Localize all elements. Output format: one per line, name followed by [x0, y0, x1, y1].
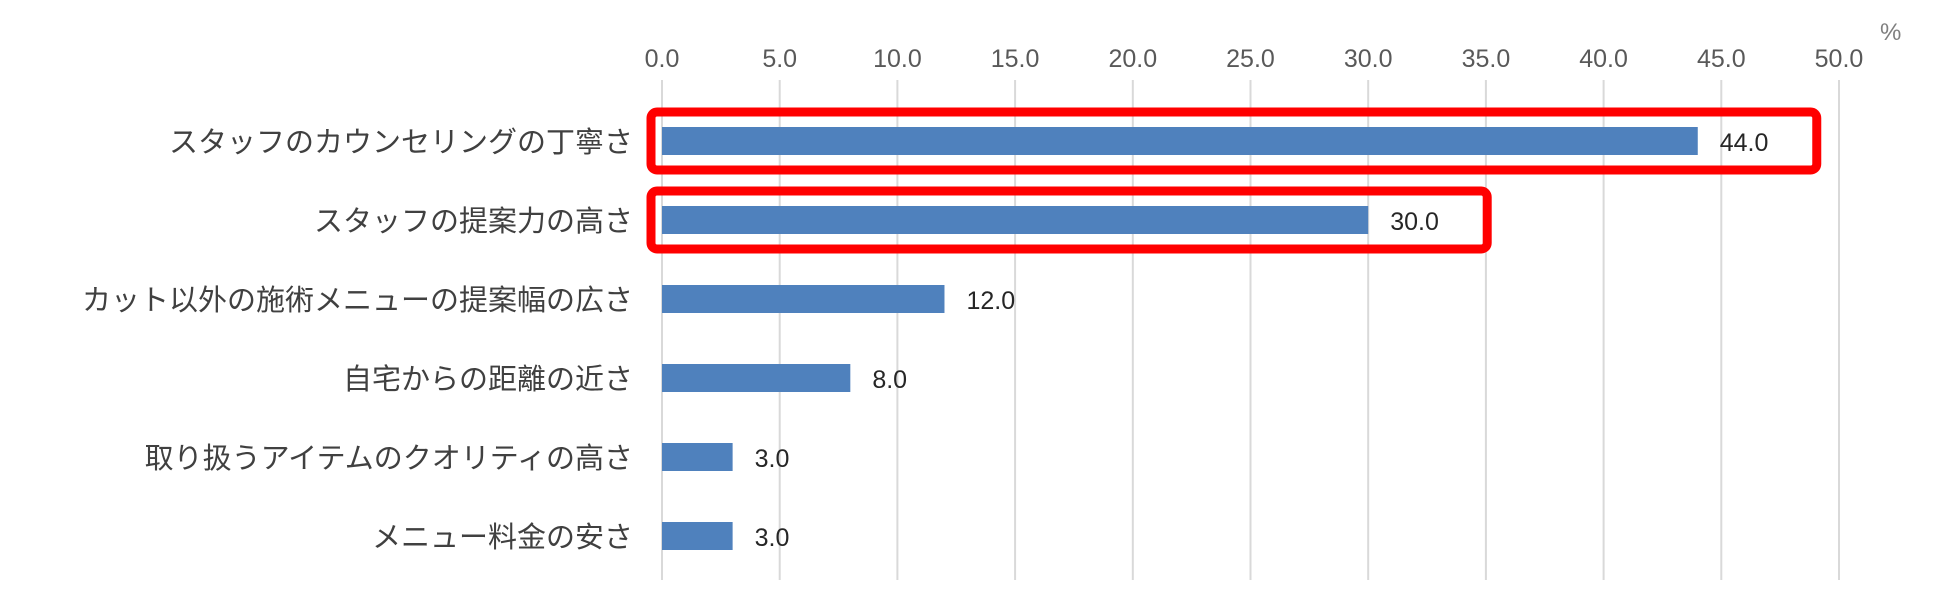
x-tick-label: 10.0	[873, 45, 922, 73]
highlight-box	[646, 186, 1492, 254]
bar	[662, 127, 1698, 155]
highlight-boxes	[646, 107, 1822, 254]
x-tick-label: 40.0	[1579, 45, 1628, 73]
category-label: 取り扱うアイテムのクオリティの高さ	[145, 441, 633, 475]
bar	[662, 206, 1369, 234]
bars	[662, 127, 1698, 550]
x-tick-label: 5.0	[762, 45, 797, 73]
grid-lines	[661, 80, 1840, 580]
category-label: メニュー料金の安さ	[372, 520, 633, 554]
data-label: 30.0	[1390, 208, 1439, 236]
x-tick-label: 25.0	[1226, 45, 1275, 73]
x-tick-label: 35.0	[1462, 45, 1511, 73]
highlight-box	[646, 107, 1822, 175]
x-tick-label: 30.0	[1344, 45, 1393, 73]
category-label: スタッフの提案力の高さ	[314, 204, 633, 238]
data-label: 3.0	[755, 524, 790, 552]
x-tick-label: 50.0	[1815, 45, 1864, 73]
data-labels: 44.0 30.0 12.0 8.0 3.0 3.0	[755, 129, 1769, 552]
data-label: 3.0	[755, 445, 790, 473]
bar	[662, 285, 945, 313]
x-tick-label: 15.0	[991, 45, 1040, 73]
category-label: カット以外の施術メニューの提案幅の広さ	[82, 283, 633, 317]
category-label: スタッフのカウンセリングの丁寧さ	[169, 125, 633, 159]
data-label: 12.0	[966, 287, 1015, 315]
x-tick-label: 0.0	[645, 45, 680, 73]
unit-label: %	[1880, 19, 1901, 46]
x-tick-label: 20.0	[1108, 45, 1157, 73]
data-label: 8.0	[872, 366, 907, 394]
bar	[662, 522, 733, 550]
x-axis-ticks: 0.0 5.0 10.0 15.0 20.0 25.0 30.0 35.0 40.0 45.0 50…	[645, 45, 1864, 73]
data-label: 44.0	[1720, 129, 1769, 157]
bar	[662, 364, 851, 392]
category-label: 自宅からの距離の近さ	[343, 362, 633, 396]
bar	[662, 443, 733, 471]
category-labels: スタッフのカウンセリングの丁寧さスタッフの提案力の高さカット以外の施術メニューの…	[82, 125, 633, 554]
x-tick-label: 45.0	[1697, 45, 1746, 73]
